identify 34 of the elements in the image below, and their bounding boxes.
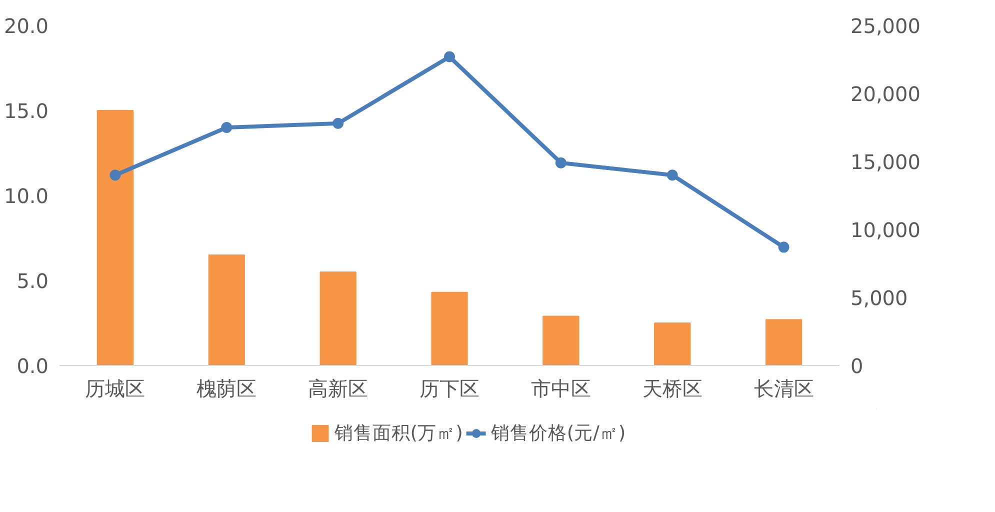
point [555,157,566,168]
y-tick-label: 10.0 [4,184,48,208]
bar [320,272,356,366]
x-tick-label: 槐荫区 [196,376,257,400]
y2-tick-label: 20,000 [850,82,920,106]
x-tick-label: 长清区 [754,376,814,400]
point [778,242,790,253]
bar [208,254,245,366]
y2-tick-label: 5,000 [850,286,908,310]
x-tick-label: 天桥区 [642,376,702,400]
x-tick-label: 历城区 [85,376,146,400]
point [666,170,678,181]
x-tick-label: 市中区 [530,376,591,400]
y-tick-label: 15.0 [4,99,48,123]
bar [654,322,691,366]
point [110,170,121,181]
bar [431,292,468,366]
bar [96,110,134,366]
y-tick-label: 20.0 [4,14,48,38]
point [332,118,344,129]
bar [765,319,802,366]
y-tick-label: 0.0 [16,354,49,378]
legend-label: 销售面积(万㎡) [334,422,463,446]
y2-tick-label: 15,000 [850,150,920,174]
y2-tick-label: 25,000 [850,14,920,38]
legend-label: 销售价格(元/㎡) [490,422,626,446]
point [221,122,232,133]
y2-tick-label: 0 [850,354,864,378]
x-tick-label: 高新区 [308,376,368,400]
y-tick-label: 5.0 [16,269,49,293]
y2-tick-label: 10,000 [850,218,920,242]
point [444,51,455,62]
bar [542,316,580,366]
x-tick-label: 历下区 [420,376,480,400]
